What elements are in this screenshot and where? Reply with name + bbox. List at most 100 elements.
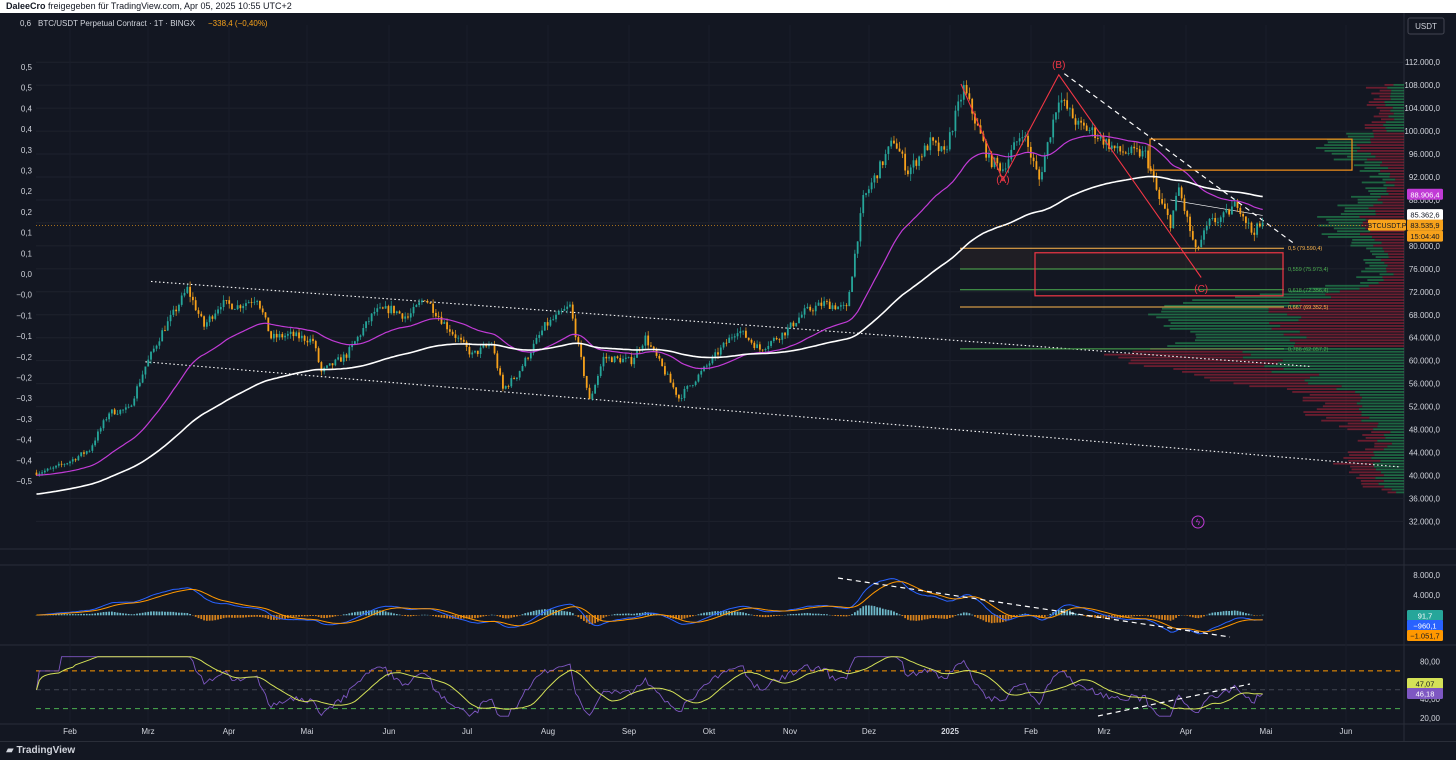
macd-histogram-bar	[293, 615, 295, 617]
candle-body	[265, 312, 267, 317]
macd-histogram-bar	[639, 613, 641, 615]
volume-profile-bar	[1387, 271, 1404, 273]
macd-histogram-bar	[1175, 615, 1177, 618]
macd-histogram-bar	[147, 612, 149, 615]
volume-profile-bar	[1382, 489, 1392, 491]
candle-body	[929, 137, 931, 150]
candle-body	[510, 378, 512, 386]
tradingview-logo[interactable]: ▰ TradingView	[6, 742, 75, 760]
macd-histogram-bar	[142, 613, 144, 616]
macd-histogram-bar	[256, 615, 258, 617]
volume-profile-bar	[1366, 87, 1387, 89]
volume-profile-bar	[1389, 193, 1404, 195]
macd-histogram-bar	[111, 612, 113, 616]
volume-profile-bar	[1104, 354, 1251, 356]
volume-profile-bar	[1369, 417, 1404, 419]
volume-profile-bar	[1347, 156, 1375, 158]
candle-body	[541, 330, 543, 335]
chart-canvas[interactable]: 0,5 (79.590,4)0,559 (75.973,4)0,618 (72.…	[0, 13, 1456, 741]
macd-histogram-bar	[826, 614, 828, 615]
macd-histogram-bar	[854, 612, 856, 615]
candle-body	[784, 333, 786, 336]
macd-histogram-bar	[1214, 612, 1216, 615]
macd-histogram-bar	[491, 615, 493, 616]
volume-profile-bar	[1362, 405, 1404, 407]
candle-body	[871, 182, 873, 189]
candle-body	[603, 357, 605, 367]
macd-histogram-bar	[522, 614, 524, 615]
candle-body	[295, 332, 297, 336]
volume-profile-bar	[1283, 359, 1404, 361]
macd-histogram-bar	[795, 614, 797, 615]
candle-body	[293, 332, 295, 336]
macd-histogram-bar	[1094, 615, 1096, 618]
candle-body	[388, 306, 390, 313]
macd-histogram-bar	[1144, 615, 1146, 616]
candle-body	[393, 306, 395, 313]
volume-profile-bar	[1317, 408, 1359, 410]
macd-histogram-bar	[960, 614, 962, 616]
macd-histogram-bar	[83, 614, 85, 615]
volume-profile-bar	[1164, 325, 1281, 327]
volume-profile-bar	[1381, 118, 1394, 120]
candle-body	[1033, 158, 1035, 162]
volume-profile-bar	[1367, 104, 1386, 106]
macd-histogram-bar	[164, 612, 166, 616]
volume-profile-bar	[1364, 167, 1388, 169]
candle-body	[290, 332, 292, 334]
candle-body	[1041, 172, 1043, 179]
candle-body	[1075, 118, 1077, 124]
volume-profile-bar	[1365, 448, 1384, 450]
macd-histogram-bar	[684, 615, 686, 619]
volume-profile-bar	[1352, 469, 1376, 471]
volume-profile-bar	[1190, 331, 1300, 333]
macd-histogram-bar	[1083, 615, 1085, 616]
macd-histogram-bar	[97, 613, 99, 615]
macd-histogram-bar	[432, 615, 434, 616]
price-tick-label: 44.000,0	[1409, 449, 1441, 458]
volume-profile-bar	[1360, 282, 1378, 284]
rsi-tick-label: 20,00	[1420, 714, 1441, 723]
volume-profile-bar	[1385, 84, 1394, 86]
left-scale-label: −0,4	[16, 456, 32, 465]
candle-body	[457, 338, 459, 339]
price-tick-label: 80.000,0	[1409, 242, 1441, 251]
left-scale-label: −0,1	[16, 332, 32, 341]
price-tick-label: 100.000,0	[1404, 127, 1440, 136]
candle-body	[192, 297, 194, 300]
volume-profile-bar	[1373, 133, 1404, 135]
candle-body	[136, 386, 138, 398]
candle-body	[647, 336, 649, 346]
macd-histogram-bar	[267, 615, 269, 619]
candle-body	[404, 316, 406, 318]
macd-histogram-bar	[692, 615, 694, 616]
volume-profile-bar	[1366, 437, 1386, 439]
candle-body	[885, 154, 887, 165]
candle-body	[846, 305, 848, 306]
candle-body	[1044, 156, 1046, 172]
macd-histogram-bar	[1242, 612, 1244, 615]
macd-histogram-bar	[910, 615, 912, 620]
price-tick-label: 112.000,0	[1405, 58, 1441, 67]
macd-histogram-bar	[1198, 615, 1200, 618]
candle-body	[1019, 138, 1021, 141]
candle-body	[242, 306, 244, 308]
macd-histogram-bar	[315, 615, 317, 616]
candle-body	[47, 469, 49, 471]
candle-body	[357, 337, 359, 341]
volume-profile-bar	[1375, 239, 1404, 241]
volume-profile-bar	[1373, 245, 1404, 247]
macd-histogram-bar	[988, 615, 990, 622]
volume-profile-bar	[1332, 153, 1371, 155]
volume-profile-bar	[1386, 182, 1404, 184]
candle-body	[1128, 153, 1130, 154]
volume-profile-bar	[1380, 460, 1404, 462]
volume-profile-bar	[1303, 400, 1361, 402]
volume-profile-bar	[1301, 316, 1404, 318]
candle-body	[684, 389, 686, 398]
macd-histogram-bar	[739, 612, 741, 615]
candle-body	[1066, 100, 1068, 109]
candle-body	[1158, 190, 1160, 199]
candle-body	[145, 367, 147, 375]
macd-histogram-bar	[837, 615, 839, 616]
